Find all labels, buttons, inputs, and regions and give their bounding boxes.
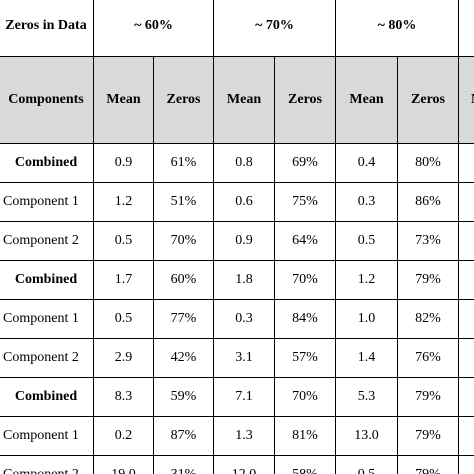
mean-cell-70: 0.3 xyxy=(213,299,275,339)
mean-cell-80: 1.0 xyxy=(335,299,398,339)
zeros-cell-80: 82% xyxy=(397,299,459,339)
table-row: Component 2 0.5 70% 0.9 64% 0.5 73% xyxy=(0,221,474,261)
mean-cell-60: 19.0 xyxy=(93,455,154,474)
zeros-cell-60: 42% xyxy=(153,338,214,378)
zeros-header-60: Zeros xyxy=(153,56,214,144)
row-label: Component 2 xyxy=(0,221,94,261)
extra-header: M xyxy=(458,56,474,144)
group-header-row: Zeros in Data ~ 60% ~ 70% ~ 80% xyxy=(0,0,474,57)
zeros-cell-70: 75% xyxy=(274,182,336,222)
mean-cell-60: 0.5 xyxy=(93,299,154,339)
zeros-cell-70: 70% xyxy=(274,260,336,300)
extra-cell xyxy=(458,221,474,261)
row-label: Component 1 xyxy=(0,416,94,456)
mean-cell-60: 0.9 xyxy=(93,143,154,183)
extra-cell xyxy=(458,260,474,300)
mean-cell-60: 0.2 xyxy=(93,416,154,456)
mean-cell-80: 5.3 xyxy=(335,377,398,417)
zeros-cell-60: 60% xyxy=(153,260,214,300)
extra-cell xyxy=(458,455,474,474)
zeros-header-70: Zeros xyxy=(274,56,336,144)
mean-cell-70: 0.9 xyxy=(213,221,275,261)
mean-cell-80: 0.4 xyxy=(335,143,398,183)
zeros-cell-70: 57% xyxy=(274,338,336,378)
extra-cell xyxy=(458,338,474,378)
table-row: Combined 1.7 60% 1.8 70% 1.2 79% xyxy=(0,260,474,300)
mean-cell-70: 1.3 xyxy=(213,416,275,456)
mean-cell-70: 7.1 xyxy=(213,377,275,417)
extra-cell xyxy=(458,299,474,339)
row-label: Component 2 xyxy=(0,455,94,474)
mean-cell-60: 0.5 xyxy=(93,221,154,261)
row-label: Combined xyxy=(0,377,94,417)
zeros-cell-80: 80% xyxy=(397,143,459,183)
zeros-cell-80: 79% xyxy=(397,260,459,300)
table-row: Component 219.031%12.058%0.579% xyxy=(0,455,474,474)
zeros-cell-70: 69% xyxy=(274,143,336,183)
mean-cell-70: 1.8 xyxy=(213,260,275,300)
extra-cell xyxy=(458,143,474,183)
mean-header-70: Mean xyxy=(213,56,275,144)
zeros-cell-60: 87% xyxy=(153,416,214,456)
group-header-60: ~ 60% xyxy=(93,0,214,57)
zeros-cell-60: 61% xyxy=(153,143,214,183)
row-label: Component 2 xyxy=(0,338,94,378)
zeros-cell-80: 79% xyxy=(397,455,459,474)
zeros-cell-80: 73% xyxy=(397,221,459,261)
zeros-cell-80: 79% xyxy=(397,416,459,456)
row-label: Combined xyxy=(0,260,94,300)
mean-cell-70: 0.6 xyxy=(213,182,275,222)
row-label: Component 1 xyxy=(0,182,94,222)
row-label: Combined xyxy=(0,143,94,183)
column-header-row: Components Mean Zeros Mean Zeros Mean Ze… xyxy=(0,56,474,144)
group-header-extra xyxy=(458,0,474,57)
mean-cell-80: 1.4 xyxy=(335,338,398,378)
mean-header-80: Mean xyxy=(335,56,398,144)
row-label: Component 1 xyxy=(0,299,94,339)
zeros-cell-70: 81% xyxy=(274,416,336,456)
extra-cell xyxy=(458,377,474,417)
zeros-in-data-header: Zeros in Data xyxy=(0,0,94,57)
extra-cell xyxy=(458,416,474,456)
zeros-cell-70: 64% xyxy=(274,221,336,261)
mean-cell-80: 0.5 xyxy=(335,455,398,474)
mean-cell-60: 8.3 xyxy=(93,377,154,417)
zeros-cell-60: 70% xyxy=(153,221,214,261)
extra-cell xyxy=(458,182,474,222)
zeros-cell-80: 76% xyxy=(397,338,459,378)
zeros-header-80: Zeros xyxy=(397,56,459,144)
group-header-80: ~ 80% xyxy=(335,0,459,57)
table-row: Component 2 2.9 42% 3.1 57% 1.4 76% xyxy=(0,338,474,378)
mean-cell-80: 0.5 xyxy=(335,221,398,261)
group-header-70: ~ 70% xyxy=(213,0,336,57)
zeros-cell-70: 70% xyxy=(274,377,336,417)
mean-cell-70: 0.8 xyxy=(213,143,275,183)
mean-cell-80: 0.3 xyxy=(335,182,398,222)
table-row: Component 1 0.5 77% 0.3 84% 1.0 82% xyxy=(0,299,474,339)
zeros-cell-80: 86% xyxy=(397,182,459,222)
table-row: Combined 0.9 61% 0.8 69% 0.4 80% xyxy=(0,143,474,183)
zeros-cell-60: 51% xyxy=(153,182,214,222)
mean-cell-60: 1.2 xyxy=(93,182,154,222)
components-header: Components xyxy=(0,56,94,144)
table-row: Component 1 1.2 51% 0.6 75% 0.3 86% xyxy=(0,182,474,222)
zeros-cell-80: 79% xyxy=(397,377,459,417)
mean-cell-70: 3.1 xyxy=(213,338,275,378)
zeros-cell-60: 31% xyxy=(153,455,214,474)
zeros-cell-70: 58% xyxy=(274,455,336,474)
mean-cell-70: 12.0 xyxy=(213,455,275,474)
mean-cell-60: 2.9 xyxy=(93,338,154,378)
table-row: Combined 8.3 59% 7.1 70% 5.3 79% xyxy=(0,377,474,417)
table-row: Component 1 0.2 87% 1.3 81% 13.0 79% xyxy=(0,416,474,456)
zeros-cell-70: 84% xyxy=(274,299,336,339)
mean-header-60: Mean xyxy=(93,56,154,144)
zeros-cell-60: 77% xyxy=(153,299,214,339)
zeros-cell-60: 59% xyxy=(153,377,214,417)
mean-cell-80: 13.0 xyxy=(335,416,398,456)
mean-cell-60: 1.7 xyxy=(93,260,154,300)
mean-cell-80: 1.2 xyxy=(335,260,398,300)
